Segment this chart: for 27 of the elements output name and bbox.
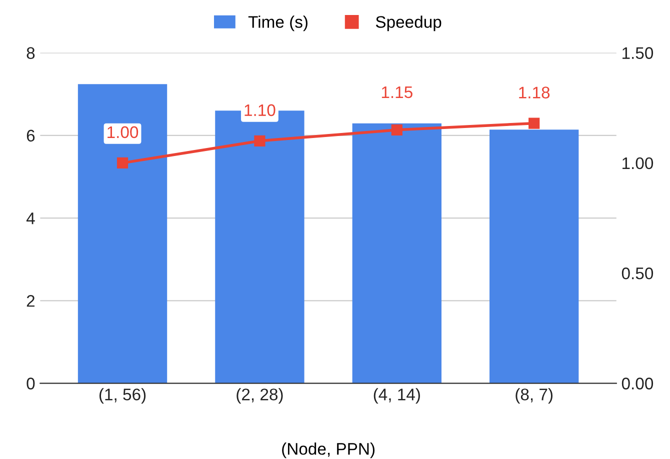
x-tick-label: (4, 14) (374, 388, 420, 404)
y-tick-label: 4 (26, 212, 35, 224)
y-tick-label: 0 (26, 378, 35, 390)
x-tick-label: (1, 56) (99, 388, 146, 404)
data-label: 1.18 (519, 86, 550, 98)
point (254, 135, 266, 146)
y2-tick-label: 0.50 (622, 268, 654, 280)
bar (490, 130, 579, 384)
bar (78, 84, 168, 384)
legend-label: Time (s) (248, 16, 308, 32)
bar (352, 123, 442, 384)
legend-label: Speedup (376, 16, 442, 32)
point (391, 124, 402, 136)
y2-tick-label: 1.50 (622, 47, 654, 59)
data-label: 1.10 (244, 104, 276, 116)
data-label: 1.00 (108, 126, 138, 138)
point (528, 118, 540, 129)
x-tick-label: (8, 7) (516, 388, 553, 404)
x-tick-label: (2, 28) (236, 388, 283, 404)
data-label: 1.15 (382, 86, 412, 98)
y2-tick-label: 1.00 (622, 157, 654, 170)
y2-tick-label: 0.00 (622, 378, 654, 390)
x-axis-title: (Node, PPN) (282, 442, 375, 458)
y-tick-label: 6 (26, 130, 35, 142)
point (116, 157, 128, 168)
y-tick-label: 8 (26, 47, 35, 59)
y-tick-label: 2 (26, 295, 35, 307)
